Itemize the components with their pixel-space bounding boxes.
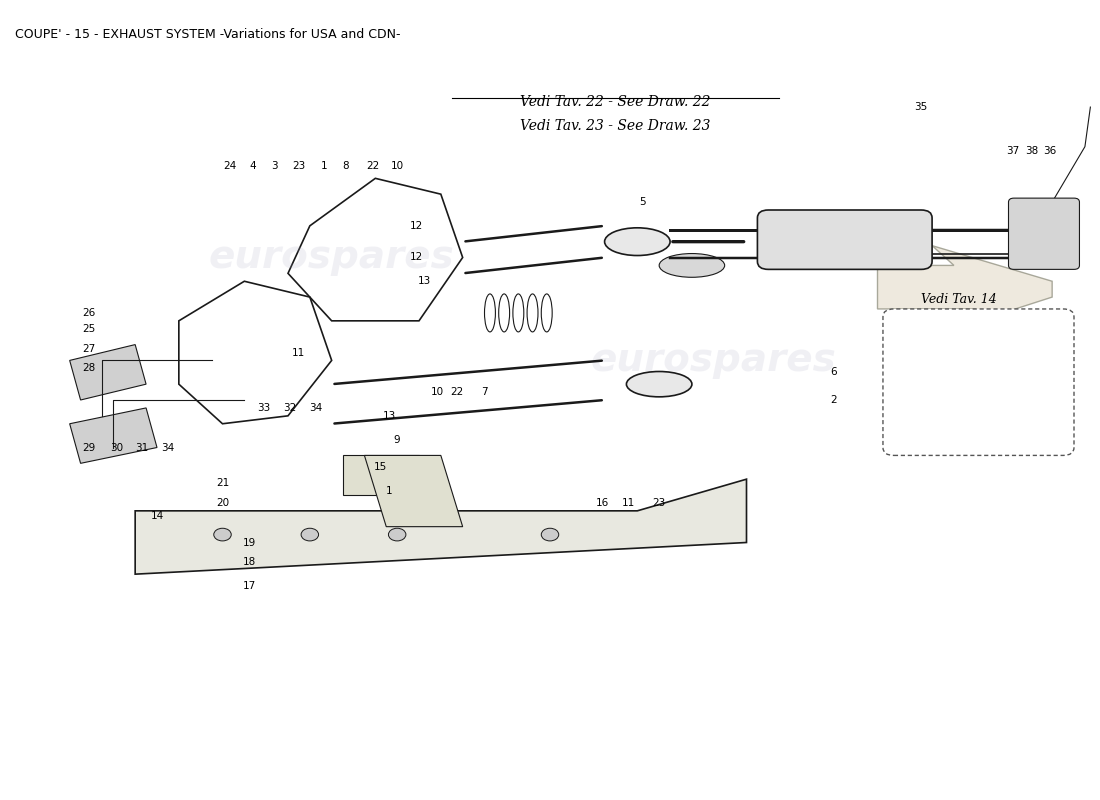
Text: 23: 23 <box>652 498 666 508</box>
FancyBboxPatch shape <box>1009 198 1079 270</box>
Text: 11: 11 <box>293 347 306 358</box>
Text: 1: 1 <box>321 162 328 171</box>
Text: eurospares: eurospares <box>209 238 454 277</box>
Text: 15: 15 <box>374 462 387 472</box>
Text: 18: 18 <box>243 558 256 567</box>
Text: 26: 26 <box>82 308 96 318</box>
Circle shape <box>541 528 559 541</box>
Text: for exhaust: for exhaust <box>946 412 1010 422</box>
Text: 8: 8 <box>342 162 349 171</box>
FancyBboxPatch shape <box>758 210 932 270</box>
Text: 10: 10 <box>390 162 404 171</box>
Text: 2: 2 <box>830 395 837 405</box>
FancyBboxPatch shape <box>883 309 1074 455</box>
Text: 3: 3 <box>272 162 278 171</box>
Text: 12: 12 <box>410 253 424 262</box>
Text: 23: 23 <box>293 162 306 171</box>
Text: heat shields: heat shields <box>944 430 1012 439</box>
Text: 7: 7 <box>481 387 487 397</box>
Circle shape <box>388 528 406 541</box>
Text: 28: 28 <box>82 363 96 374</box>
Text: 27: 27 <box>82 343 96 354</box>
Text: 11: 11 <box>621 498 635 508</box>
Text: 37: 37 <box>1006 146 1020 156</box>
Text: 5: 5 <box>639 197 646 207</box>
Text: 36: 36 <box>1044 146 1057 156</box>
Text: 13: 13 <box>418 276 431 286</box>
Text: 22: 22 <box>451 387 464 397</box>
Text: 19: 19 <box>243 538 256 547</box>
Text: 1: 1 <box>386 486 393 496</box>
Text: 25: 25 <box>82 324 96 334</box>
Text: 29: 29 <box>82 442 96 453</box>
Polygon shape <box>364 455 463 526</box>
Text: Vedi Tav. 14: Vedi Tav. 14 <box>922 293 998 306</box>
Polygon shape <box>69 408 157 463</box>
Text: 6: 6 <box>830 367 837 378</box>
Text: 31: 31 <box>135 442 149 453</box>
Text: Per i ripari: Per i ripari <box>949 325 1006 334</box>
Text: 4: 4 <box>250 162 256 171</box>
Text: SEE DRAW.109: SEE DRAW.109 <box>932 394 1024 405</box>
Text: 38: 38 <box>1025 146 1038 156</box>
Polygon shape <box>342 455 419 495</box>
Text: COUPE' - 15 - EXHAUST SYSTEM -Variations for USA and CDN-: COUPE' - 15 - EXHAUST SYSTEM -Variations… <box>15 28 400 41</box>
Text: 33: 33 <box>257 403 271 413</box>
Text: VEDI TAV. 109: VEDI TAV. 109 <box>935 360 1021 370</box>
Text: 9: 9 <box>394 434 400 445</box>
Text: 21: 21 <box>216 478 229 488</box>
Text: 30: 30 <box>110 442 123 453</box>
Text: 35: 35 <box>914 102 927 112</box>
Ellipse shape <box>605 228 670 255</box>
Circle shape <box>213 528 231 541</box>
Circle shape <box>301 528 319 541</box>
Text: 10: 10 <box>431 387 444 397</box>
Text: calore scarichi: calore scarichi <box>937 342 1019 352</box>
Polygon shape <box>69 345 146 400</box>
Text: 22: 22 <box>366 162 379 171</box>
Text: 14: 14 <box>151 511 164 522</box>
Text: 34: 34 <box>162 442 175 453</box>
Ellipse shape <box>659 254 725 278</box>
Text: Vedi Tav. 22 - See Draw. 22: Vedi Tav. 22 - See Draw. 22 <box>520 95 711 110</box>
Text: 32: 32 <box>284 403 297 413</box>
Polygon shape <box>135 479 747 574</box>
Text: 34: 34 <box>309 403 322 413</box>
Ellipse shape <box>626 371 692 397</box>
Text: eurospares: eurospares <box>591 342 837 379</box>
Text: 12: 12 <box>410 221 424 231</box>
Text: 20: 20 <box>216 498 229 508</box>
Text: 17: 17 <box>243 581 256 591</box>
Text: See Draw. 14: See Draw. 14 <box>917 313 1001 326</box>
Text: 16: 16 <box>596 498 609 508</box>
Text: 24: 24 <box>223 162 236 171</box>
Text: Vedi Tav. 23 - See Draw. 23: Vedi Tav. 23 - See Draw. 23 <box>520 119 711 133</box>
Text: 13: 13 <box>383 411 396 421</box>
Polygon shape <box>878 246 1053 329</box>
